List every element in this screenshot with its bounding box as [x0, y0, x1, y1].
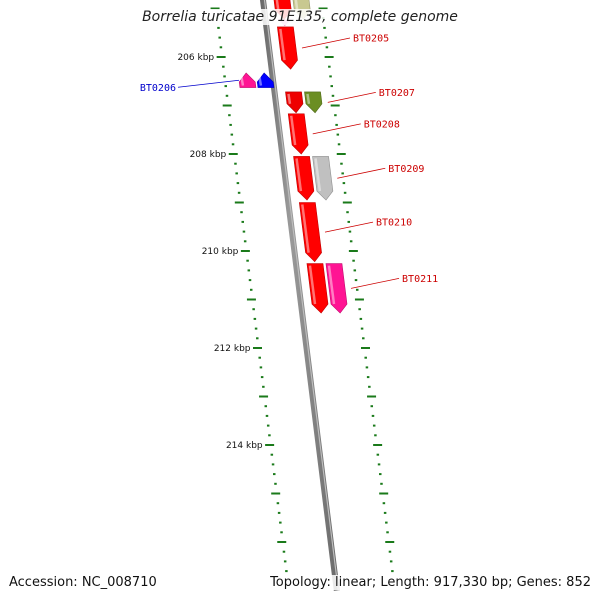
- gene-label-BT0208: BT0208: [312, 119, 400, 135]
- gene-label-BT0209: BT0209: [337, 164, 424, 179]
- gene-name-text: BT0208: [364, 119, 400, 130]
- gene-arrow[interactable]: [285, 91, 304, 114]
- gene-label-BT0210: BT0210: [324, 218, 412, 233]
- gene-highlight: [295, 158, 303, 192]
- gene-highlight: [239, 74, 245, 86]
- kbp-label: 208 kbp: [190, 150, 227, 160]
- gene-label-BT0206: BT0206: [140, 79, 240, 94]
- gene-arrow[interactable]: [256, 72, 275, 88]
- gene-highlight: [308, 265, 317, 305]
- gene-features: [238, 0, 348, 314]
- leader-line: [327, 91, 376, 103]
- gene-feature[interactable]: [306, 263, 329, 314]
- gene-name-text: BT0206: [140, 83, 176, 94]
- leader-line: [177, 79, 240, 88]
- gene-arrow[interactable]: [277, 26, 298, 70]
- leader-line: [301, 37, 351, 49]
- gene-highlight: [301, 204, 310, 253]
- gene-label-BT0211: BT0211: [350, 274, 438, 289]
- gene-feature[interactable]: [293, 156, 315, 201]
- gene-BT0206[interactable]: [238, 72, 257, 88]
- leader-line: [350, 277, 400, 289]
- leader-line: [324, 221, 374, 233]
- gene-BT0205[interactable]: [277, 26, 298, 70]
- gene-arrow[interactable]: [298, 202, 322, 263]
- gene-name-text: BT0210: [376, 218, 412, 229]
- gene-arrow[interactable]: [306, 263, 329, 314]
- gene-highlight: [327, 265, 336, 305]
- tick-marks-left: [210, 7, 288, 573]
- gene-arrow[interactable]: [325, 263, 348, 314]
- gene-label-BT0205: BT0205: [301, 34, 389, 49]
- gene-feature[interactable]: [256, 72, 275, 88]
- gene-BT0211[interactable]: [325, 263, 348, 314]
- gene-highlight: [294, 0, 299, 11]
- gene-feature[interactable]: [285, 91, 304, 114]
- kbp-label: 214 kbp: [226, 441, 263, 451]
- kbp-label: 210 kbp: [202, 247, 239, 257]
- gene-highlight: [314, 158, 322, 192]
- gene-arrow[interactable]: [293, 156, 315, 201]
- gene-arrow[interactable]: [312, 156, 334, 201]
- gene-name-text: BT0209: [388, 164, 424, 175]
- gene-name-text: BT0205: [353, 34, 389, 45]
- leader-line: [312, 123, 361, 135]
- gene-highlight: [257, 74, 263, 86]
- gene-name-text: BT0207: [379, 88, 415, 99]
- gene-BT0208[interactable]: [287, 113, 309, 155]
- gene-BT0207[interactable]: [304, 91, 323, 114]
- kbp-label: 206 kbp: [177, 53, 214, 63]
- gene-arrow[interactable]: [287, 113, 309, 155]
- gene-highlight: [306, 93, 311, 104]
- gene-highlight: [275, 0, 280, 11]
- gene-highlight: [287, 93, 292, 104]
- gene-BT0209[interactable]: [312, 156, 334, 201]
- gene-arrow[interactable]: [238, 72, 257, 88]
- gene-highlight: [289, 115, 297, 146]
- leader-line: [337, 167, 386, 179]
- gene-BT0210[interactable]: [298, 202, 322, 263]
- genome-info-text: Topology: linear; Length: 917,330 bp; Ge…: [270, 575, 591, 590]
- gene-label-BT0207: BT0207: [327, 88, 415, 103]
- gene-arrow[interactable]: [304, 91, 323, 114]
- accession-text: Accession: NC_008710: [9, 575, 157, 590]
- kbp-label: 212 kbp: [214, 344, 251, 354]
- gene-name-text: BT0211: [402, 274, 438, 285]
- gene-labels: BT0205 BT0206 BT0207 BT0208 BT0209 BT0210 BT02…: [140, 34, 438, 289]
- map-title: Borrelia turicatae 91E135, complete geno…: [0, 9, 600, 25]
- gene-highlight: [279, 28, 286, 61]
- kbp-scale-labels: 206 kbp 208 kbp 210 kbp 212 kbp 214 kbp: [177, 53, 262, 451]
